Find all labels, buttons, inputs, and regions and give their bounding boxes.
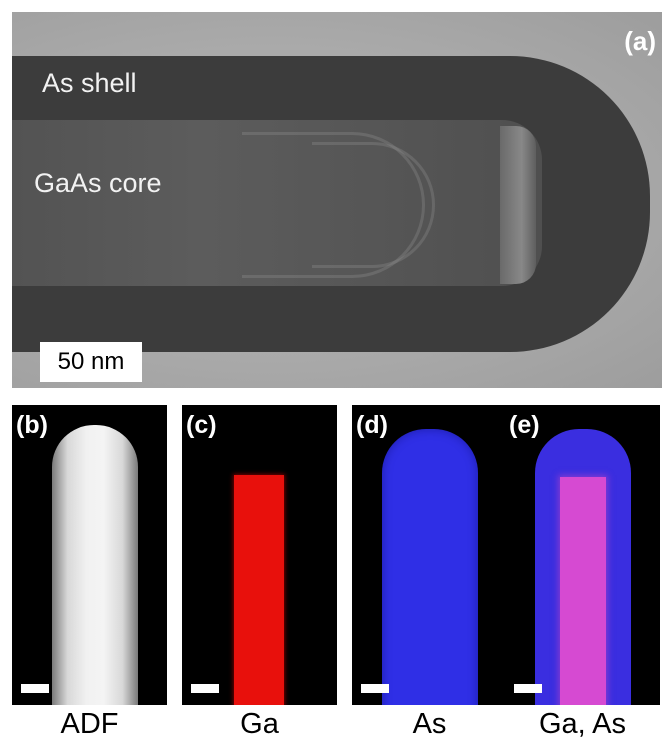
- scale-bar: [514, 684, 542, 693]
- caption-adf: ADF: [60, 708, 119, 740]
- panel-letter-b: (b): [16, 411, 48, 439]
- core-tip-band: [500, 126, 536, 284]
- scale-bar: [361, 684, 389, 693]
- panel-letter-a: (a): [624, 26, 656, 56]
- caption-ga-as: Ga, As: [538, 708, 627, 740]
- tem-image-panel: As shell GaAs core (a) 50 nm: [12, 12, 662, 388]
- ga-signal: [234, 475, 284, 705]
- core-label: GaAs core: [34, 168, 162, 198]
- panel-letter-c: (c): [186, 411, 217, 439]
- panel-letter-d: (d): [356, 411, 388, 439]
- adf-map-panel: (b): [12, 405, 167, 705]
- panel-letter-e: (e): [509, 411, 540, 439]
- overlay-map-panel: (e): [505, 405, 660, 705]
- scale-bar: [191, 684, 219, 693]
- as-map-panel: (d): [352, 405, 507, 705]
- ga-map-panel: (c): [182, 405, 337, 705]
- shell-label: As shell: [42, 68, 137, 98]
- caption-ga: Ga: [240, 708, 279, 740]
- core-contrast-arc: [312, 142, 435, 268]
- as-signal: [382, 429, 478, 705]
- caption-as: As: [412, 708, 447, 740]
- scale-bar: [21, 684, 49, 693]
- adf-nanowire: [52, 425, 138, 705]
- ga-signal-overlay: [560, 477, 606, 705]
- scale-bar-label: 50 nm: [40, 342, 142, 382]
